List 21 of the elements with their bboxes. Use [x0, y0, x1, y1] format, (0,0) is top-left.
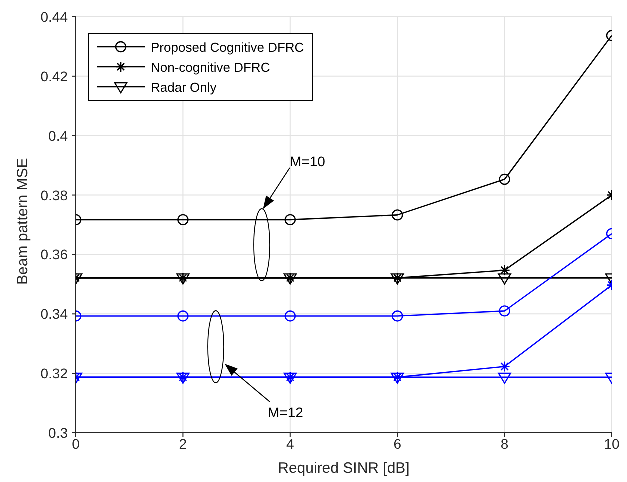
x-tick-label: 2 — [179, 436, 188, 452]
y-tick-label: 0.36 — [40, 246, 68, 263]
legend-label: Proposed Cognitive DFRC — [151, 40, 304, 54]
y-tick-label: 0.34 — [40, 306, 68, 322]
y-tick-label: 0.3 — [48, 424, 68, 441]
y-tick-label: 0.44 — [40, 8, 68, 25]
annotation: M=12 — [268, 404, 304, 421]
x-axis-title: Required SINR [dB] — [278, 460, 410, 477]
y-tick-label: 0.4 — [48, 128, 68, 144]
x-tick-label: 6 — [394, 436, 402, 452]
legend-label: Non-cognitive DFRC — [151, 60, 270, 74]
y-axis-title: Beam pattern MSE — [14, 158, 32, 285]
x-tick-label: 0 — [72, 436, 80, 452]
y-tick-label: 0.38 — [40, 187, 68, 204]
y-tick-label: 0.42 — [40, 68, 68, 84]
x-tick-label: 4 — [286, 436, 294, 452]
legend-label: Radar Only — [151, 80, 217, 94]
annotation: M=10 — [290, 154, 326, 170]
y-tick-label: 0.32 — [40, 366, 68, 382]
x-tick-label: 8 — [500, 436, 509, 452]
x-tick-label: 10 — [604, 436, 620, 452]
